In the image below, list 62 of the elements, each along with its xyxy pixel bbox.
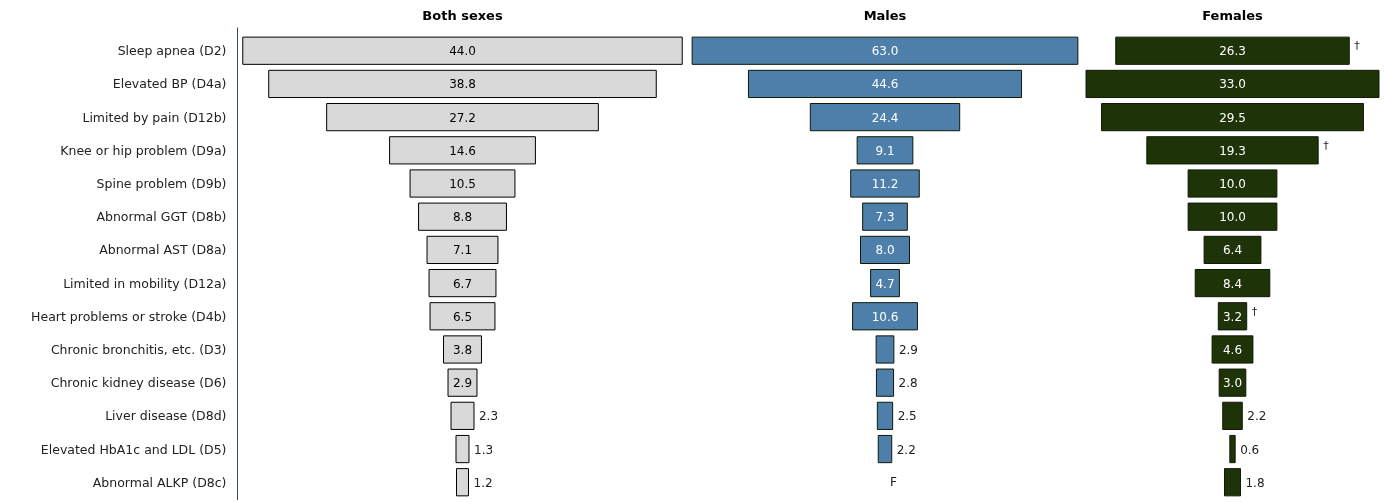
data-label: 14.6 — [449, 143, 476, 158]
category-label: Sleep apnea (D2) — [117, 43, 227, 59]
data-label: 33.0 — [1219, 77, 1246, 92]
data-label: 11.2 — [871, 177, 899, 192]
data-label: 1.8 — [1245, 475, 1265, 490]
data-label: 4.6 — [1222, 342, 1243, 357]
category-label: Chronic kidney disease (D6) — [50, 375, 227, 391]
data-label: 3.2 — [1222, 309, 1243, 324]
data-label: 2.9 — [898, 342, 918, 357]
data-label: 7.3 — [875, 210, 895, 225]
data-label: 2.2 — [1247, 409, 1267, 424]
text: † — [1323, 138, 1329, 152]
category-label: Abnormal AST (D8a) — [99, 242, 227, 258]
data-label: 6.7 — [452, 276, 473, 291]
data-label: 10.0 — [1219, 210, 1246, 225]
category-label: Elevated BP (D4a) — [112, 76, 227, 92]
data-label: 2.5 — [897, 409, 917, 424]
data-label: F — [890, 475, 897, 490]
text: † — [1251, 304, 1258, 318]
data-label: 27.2 — [449, 110, 476, 125]
data-label: 8.8 — [452, 210, 473, 225]
data-label: 63.0 — [871, 44, 899, 59]
data-label: 2.8 — [898, 376, 918, 391]
data-label: 2.3 — [478, 409, 499, 424]
data-label: 24.4 — [871, 110, 899, 125]
data-label: 2.9 — [452, 376, 473, 391]
data-label: 1.3 — [473, 442, 494, 457]
data-label: 10.6 — [871, 309, 899, 324]
category-label: Limited in mobility (D12a) — [63, 275, 227, 291]
category-label: Limited by pain (D12b) — [82, 109, 227, 125]
text: Both sexes — [422, 7, 503, 23]
data-label: 3.8 — [452, 342, 473, 357]
data-label: 9.1 — [875, 143, 895, 158]
data-label: 4.7 — [875, 276, 895, 291]
category-label: Elevated HbA1c and LDL (D5) — [40, 441, 227, 457]
data-label: 29.5 — [1219, 110, 1246, 125]
category-label: Liver disease (D8d) — [105, 408, 227, 424]
data-label: 44.0 — [449, 44, 476, 59]
data-label: 44.6 — [871, 77, 899, 92]
text: Males — [863, 7, 907, 23]
text: † — [1354, 39, 1360, 53]
data-label: 38.8 — [449, 77, 476, 92]
data-label: 10.5 — [449, 177, 476, 192]
category-label: Abnormal ALKP (D8c) — [92, 474, 227, 490]
data-label: 1.2 — [473, 475, 493, 490]
data-label: 8.0 — [875, 243, 895, 258]
data-label: 6.5 — [452, 309, 473, 324]
text: Females — [1202, 7, 1264, 23]
category-label: Heart problems or stroke (D4b) — [31, 308, 227, 324]
category-label: Spine problem (D9b) — [96, 176, 227, 192]
data-label: 26.3 — [1219, 44, 1246, 59]
data-label: 7.1 — [452, 243, 473, 258]
data-label: 3.0 — [1222, 376, 1243, 391]
data-label: 2.2 — [896, 442, 916, 457]
category-label: Chronic bronchitis, etc. (D3) — [50, 341, 227, 357]
data-label: 19.3 — [1219, 143, 1246, 158]
data-label: 6.4 — [1222, 243, 1243, 258]
category-label: Knee or hip problem (D9a) — [60, 142, 227, 158]
data-label: 10.0 — [1219, 177, 1246, 192]
data-label: 0.6 — [1240, 442, 1260, 457]
data-label: 8.4 — [1222, 276, 1243, 291]
category-label: Abnormal GGT (D8b) — [96, 209, 227, 225]
